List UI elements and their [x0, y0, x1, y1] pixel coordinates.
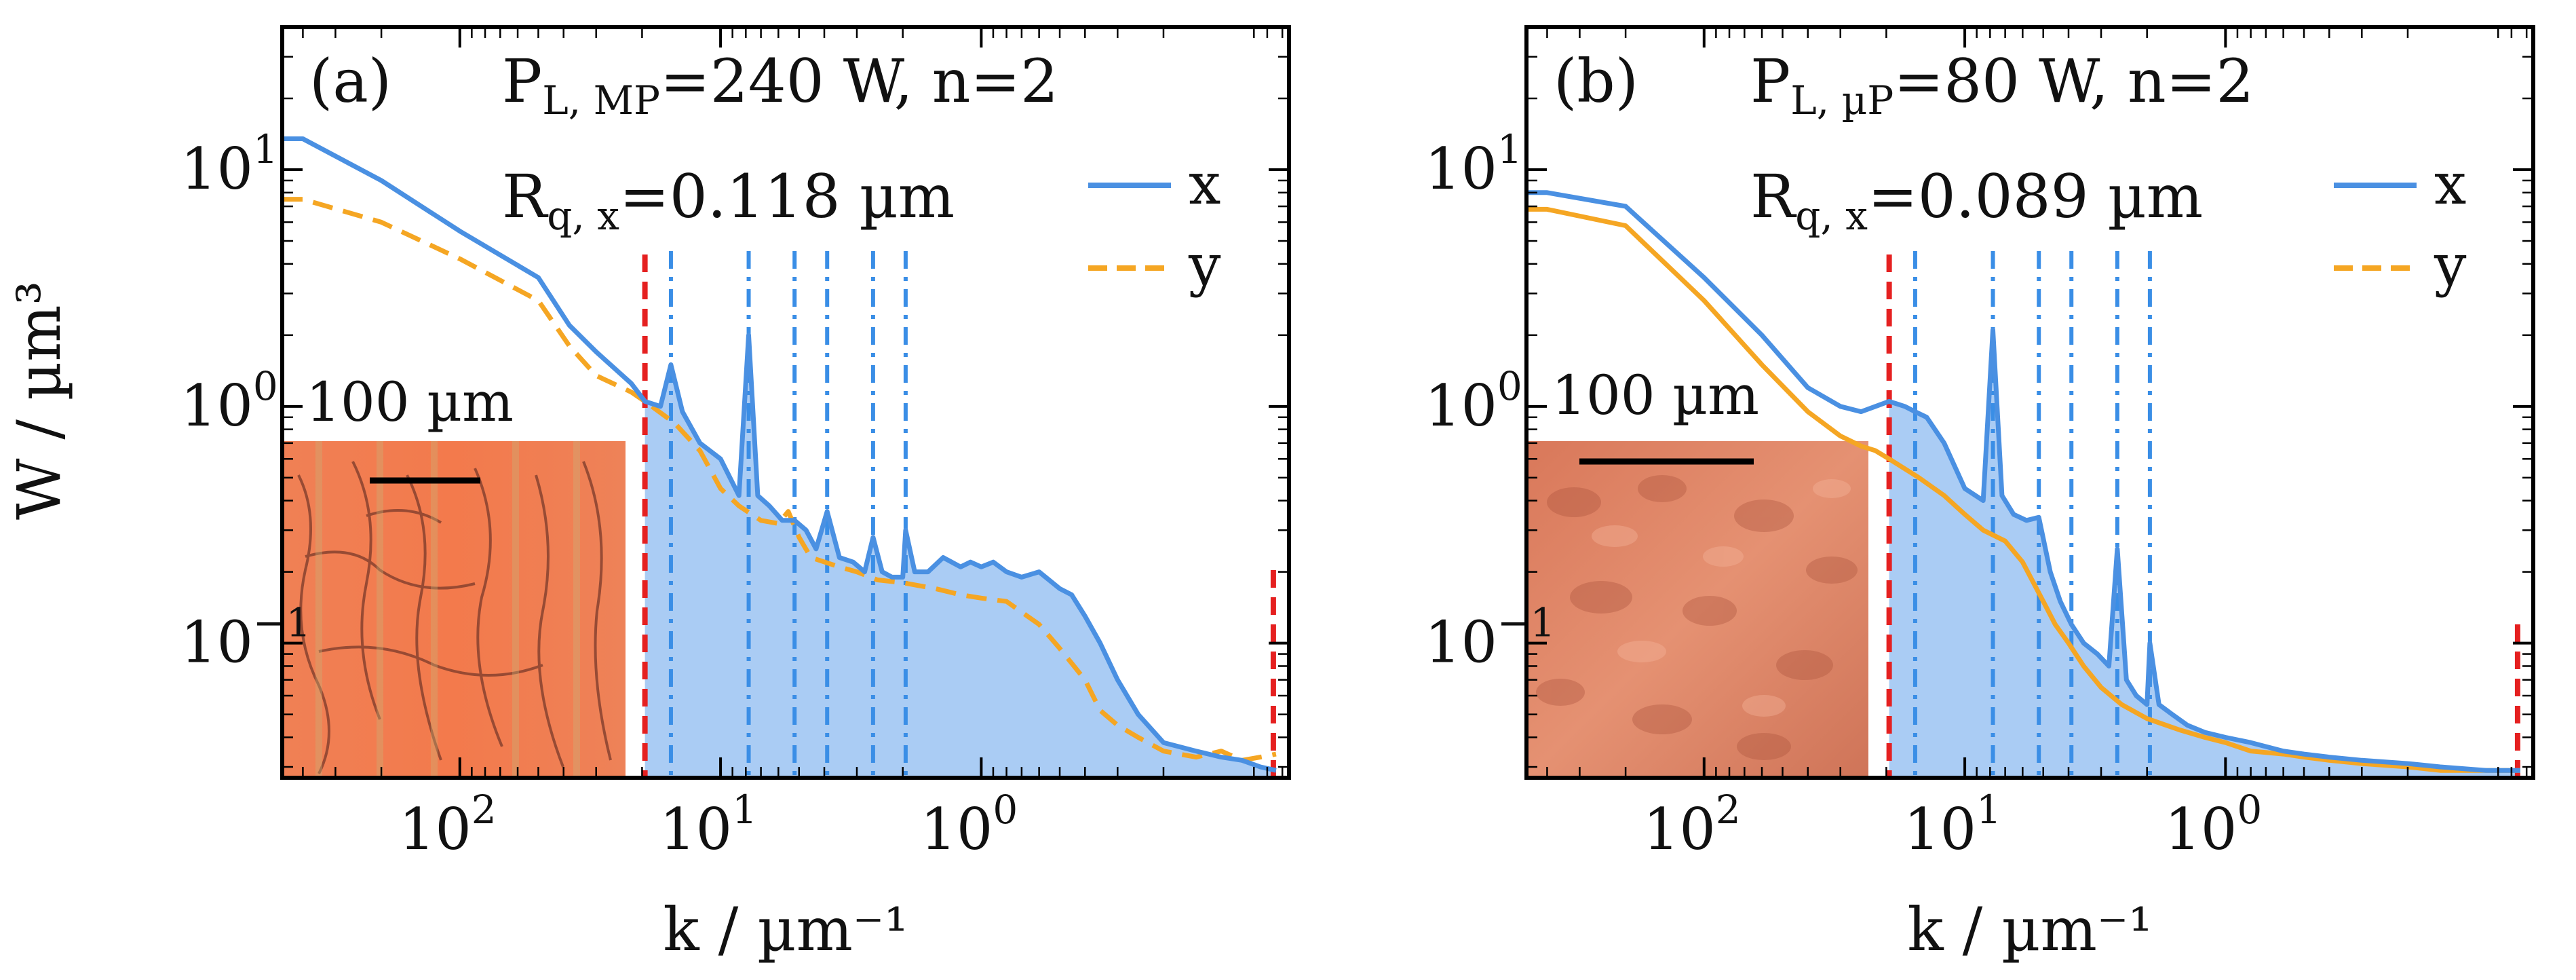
panel-a-inset-image	[282, 441, 626, 778]
panel-b-annotation-1: PL, µP=80 W, n=2	[1750, 46, 2254, 124]
panel-a-legend-x-label: x	[1189, 151, 1220, 217]
panel-b-axes-frame	[1524, 25, 2535, 780]
panel-b-label: (b)	[1554, 46, 1638, 116]
panel-a-scale-label: 100 µm	[306, 371, 514, 434]
panel-a-y-tick-label-2: 10−1	[180, 600, 311, 676]
panel-b-y-tick-label-0: 101	[1425, 126, 1522, 202]
panel-b-legend-y-label: y	[2434, 232, 2467, 299]
panel-a-y-tick-label-0: 101	[180, 126, 278, 202]
panel-a-ticks: 102 101 100 101 100 10−1	[180, 26, 1289, 863]
panel-a-x-tick-label-1: 101	[659, 787, 757, 863]
panel-b-annotation-2: Rq, x=0.089 µm	[1750, 162, 2203, 239]
panel-a-annotation-1: PL, MP=240 W, n=2	[502, 46, 1058, 124]
panel-a-x-tick-label-0: 102	[399, 787, 497, 863]
panel-a-y-tick-label-1: 100	[180, 363, 278, 439]
panel-a-area-group	[645, 335, 1276, 778]
panel-b-series-y-line	[1526, 206, 2520, 773]
panel-a: 100 µm 102 101 100 101 100 10−1 (a) PL, MP=24…	[180, 25, 1291, 964]
panel-a-inset: 100 µm	[282, 371, 626, 778]
panel-a-axes-frame	[280, 25, 1291, 780]
panel-a-legend: x y	[1088, 151, 1221, 299]
panel-b-x-fill-area	[1889, 330, 2520, 778]
panel-b-series-lines	[1526, 190, 2520, 773]
panel-a-series-lines	[282, 136, 1277, 773]
panel-a-label: (a)	[309, 46, 391, 116]
panel-b-inset-image	[1526, 441, 1868, 778]
panel-b-y-tick-label-1: 100	[1425, 363, 1522, 439]
panel-a-x-fill-area	[645, 335, 1276, 778]
panel-b-x-tick-label-1: 101	[1904, 787, 2001, 863]
panel-a-annotation-2: Rq, x=0.118 µm	[502, 162, 955, 239]
panel-b-scale-label: 100 µm	[1552, 364, 1759, 427]
panel-a-x-tick-label-2: 100	[920, 787, 1018, 863]
panel-b-x-tick-label-0: 102	[1643, 787, 1741, 863]
panel-a-x-axis-label: k / µm⁻¹	[663, 894, 908, 964]
panel-b-legend-x-label: x	[2434, 151, 2466, 217]
y-axis-label: W / µm³	[4, 281, 74, 520]
panel-b-x-axis-label: k / µm⁻¹	[1907, 894, 2152, 964]
panel-b-x-tick-label-2: 100	[2164, 787, 2262, 863]
panel-b-area-group	[1889, 330, 2520, 778]
panel-a-series-y-line	[282, 197, 1277, 763]
panel-b-legend: x y	[2334, 151, 2467, 299]
panel-a-series-x-line	[282, 136, 1277, 773]
panel-a-legend-y-label: y	[1188, 232, 1221, 299]
panel-b-series-x-line	[1526, 190, 2520, 773]
panel-b-inset: 100 µm	[1526, 364, 1868, 778]
